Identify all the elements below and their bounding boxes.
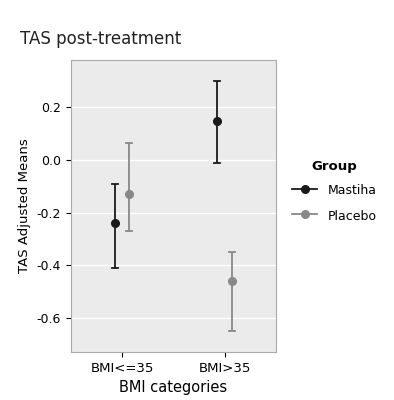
- X-axis label: BMI categories: BMI categories: [119, 380, 227, 395]
- Legend: Mastiha, Placebo: Mastiha, Placebo: [292, 160, 376, 223]
- Y-axis label: TAS Adjusted Means: TAS Adjusted Means: [18, 139, 31, 273]
- Text: TAS post-treatment: TAS post-treatment: [20, 30, 181, 48]
